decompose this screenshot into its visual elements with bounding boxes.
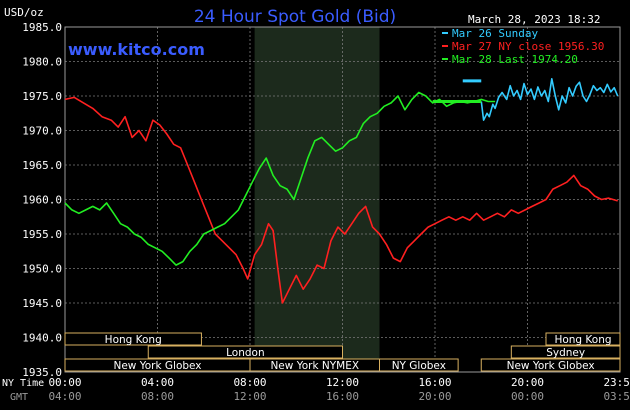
series-line-last: [64, 91, 496, 266]
watermark: www.kitco.com: [68, 40, 205, 59]
x-tick-label-gmt: 03:59: [603, 390, 630, 403]
session-bar: [480, 358, 621, 372]
y-tick-label: 1950.0: [22, 263, 62, 276]
session-bar: [510, 345, 621, 359]
y-tick-label: 1980.0: [22, 56, 62, 69]
chart-title: 24 Hour Spot Gold (Bid): [194, 7, 396, 27]
legend-label-sunday: Mar 26 Sunday: [452, 27, 538, 40]
y-tick-label: 1985.0: [22, 21, 62, 34]
session-label: London: [226, 347, 265, 359]
y-tick-label: 1965.0: [22, 159, 62, 172]
session-bar: [147, 345, 343, 359]
session-label: Hong Kong: [554, 334, 611, 346]
series-line-sunday: [480, 78, 619, 121]
y-axis-label: USD/oz: [4, 6, 44, 19]
x-tick-label-gmt: 04:00: [48, 390, 81, 403]
x-tick-label-gmt: 20:00: [418, 390, 451, 403]
x-tick-label-gmt: 00:00: [511, 390, 544, 403]
legend-label-last: Mar 28 Last 1974.20: [452, 53, 578, 66]
y-tick-label: 1945.0: [22, 297, 62, 310]
timestamp: March 28, 2023 18:32: [468, 13, 600, 26]
plot-frame: [64, 26, 621, 373]
session-bar: [64, 332, 202, 346]
session-label: New York NYMEX: [270, 360, 359, 372]
session-label: Hong Kong: [105, 334, 162, 346]
series-line-close: [64, 96, 618, 304]
y-tick-label: 1970.0: [22, 125, 62, 138]
x-tick-label-ny: 04:00: [141, 376, 174, 389]
x-tick-label-ny: 08:00: [233, 376, 266, 389]
grid-layer: [64, 26, 621, 373]
y-tick-label: 1960.0: [22, 194, 62, 207]
ny-time-row-label: NY Time: [2, 378, 44, 389]
x-tick-label-gmt: 12:00: [233, 390, 266, 403]
series-layer: [64, 78, 619, 304]
y-tick-label: 1940.0: [22, 332, 62, 345]
session-label: New York Globex: [113, 360, 201, 372]
gmt-row-label: GMT: [10, 392, 28, 403]
x-tick-label-ny: 20:00: [511, 376, 544, 389]
session-bar: [545, 332, 621, 346]
session-bars-layer: Hong Kong London New York Globex New York N…: [64, 332, 621, 372]
x-tick-label-ny: 23:59: [603, 376, 630, 389]
axis-layer: 1985.0 1980.0 1975.0 1970.0 1965.0 1960.0 1955…: [22, 21, 630, 403]
legend-label-close: Mar 27 NY close 1956.30: [452, 40, 604, 53]
y-tick-label: 1955.0: [22, 228, 62, 241]
y-tick-label: 1975.0: [22, 90, 62, 103]
y-tick-label: 1935.0: [22, 366, 62, 379]
session-bar: [379, 358, 459, 372]
x-tick-label-ny: 16:00: [418, 376, 451, 389]
x-tick-label-gmt: 16:00: [326, 390, 359, 403]
x-tick-label-ny: 12:00: [326, 376, 359, 389]
session-label: Sydney: [546, 347, 585, 359]
x-tick-label-gmt: 08:00: [141, 390, 174, 403]
session-label: New York Globex: [507, 360, 595, 372]
x-tick-label-ny: 00:00: [48, 376, 81, 389]
session-label: NY Globex: [392, 360, 446, 372]
